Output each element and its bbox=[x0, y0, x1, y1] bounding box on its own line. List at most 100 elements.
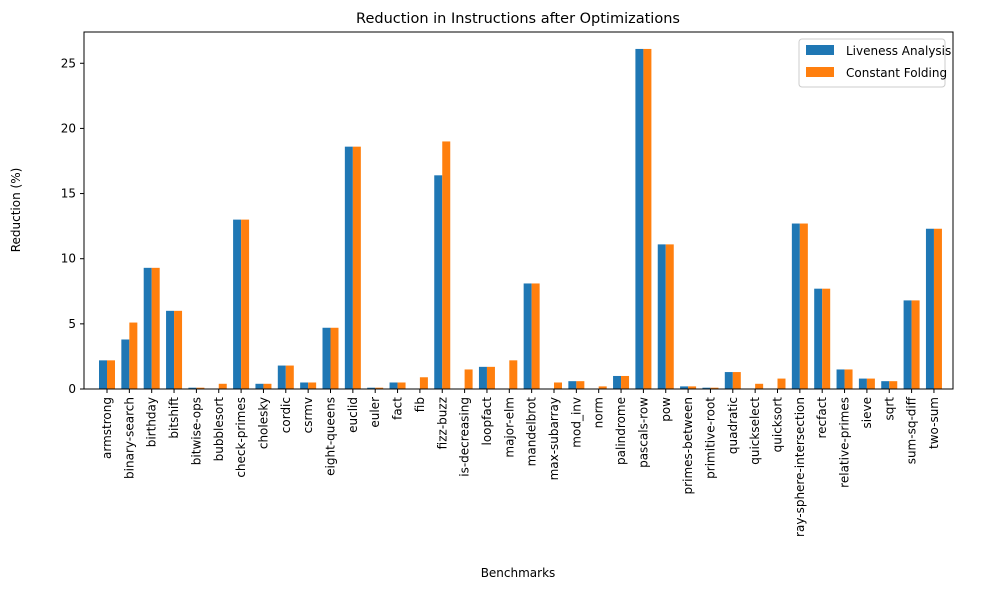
bar-constant-folding-norm bbox=[598, 386, 607, 389]
x-tick-label-sieve: sieve bbox=[860, 397, 874, 428]
x-tick-label-bitshift: bitshift bbox=[167, 397, 181, 439]
x-tick-label-loopfact: loopfact bbox=[480, 397, 494, 446]
x-tick-label-eight-queens: eight-queens bbox=[324, 397, 338, 476]
bar-constant-folding-eight-queens bbox=[330, 327, 339, 389]
bar-constant-folding-mandelbrot bbox=[531, 283, 540, 389]
x-tick-label-max-subarray: max-subarray bbox=[547, 397, 561, 480]
bar-liveness-sum-sq-diff bbox=[903, 300, 912, 389]
x-tick-label-fib: fib bbox=[413, 397, 427, 412]
bar-liveness-fact bbox=[389, 382, 398, 389]
bar-constant-folding-two-sum bbox=[933, 228, 942, 389]
y-tick-label: 20 bbox=[61, 121, 76, 135]
x-tick-label-cholesky: cholesky bbox=[256, 397, 270, 449]
x-tick-label-csrmv: csrmv bbox=[301, 397, 315, 433]
bar-constant-folding-sieve bbox=[866, 378, 875, 389]
x-tick-label-pow: pow bbox=[659, 397, 673, 422]
bar-liveness-fizz-buzz bbox=[434, 175, 443, 389]
x-tick-label-binary-search: binary-search bbox=[122, 397, 136, 479]
x-tick-label-cordic: cordic bbox=[279, 397, 293, 433]
bar-liveness-ray-sphere-intersection bbox=[791, 223, 800, 389]
x-tick-label-primitive-root: primitive-root bbox=[703, 397, 717, 479]
plot-frame bbox=[83, 31, 954, 390]
bar-constant-folding-is-decreasing bbox=[464, 369, 473, 389]
legend-label-constant-folding: Constant Folding bbox=[846, 66, 947, 80]
x-tick-label-sum-sq-diff: sum-sq-diff bbox=[905, 396, 919, 464]
x-axis: armstrong binary-search birthday bitshift bi… bbox=[100, 389, 941, 537]
y-tick-label: 10 bbox=[61, 252, 76, 266]
y-tick-label: 25 bbox=[61, 56, 76, 70]
bar-liveness-cholesky bbox=[255, 383, 264, 389]
x-tick-label-quicksort: quicksort bbox=[771, 397, 785, 453]
bar-constant-folding-euler bbox=[375, 387, 384, 389]
x-tick-label-pascals-row: pascals-row bbox=[636, 397, 650, 468]
bar-constant-folding-cholesky bbox=[263, 383, 272, 389]
x-tick-label-sqrt: sqrt bbox=[882, 397, 896, 421]
bar-liveness-csrmv bbox=[300, 382, 309, 389]
bar-liveness-birthday bbox=[143, 267, 152, 389]
bar-constant-folding-ray-sphere-intersection bbox=[799, 223, 808, 389]
bar-constant-folding-pow bbox=[665, 244, 674, 389]
bar-liveness-cordic bbox=[277, 365, 286, 389]
x-tick-label-relative-primes: relative-primes bbox=[838, 397, 852, 488]
x-tick-label-armstrong: armstrong bbox=[100, 397, 114, 459]
bar-constant-folding-pascals-row bbox=[643, 48, 652, 389]
bar-liveness-mandelbrot bbox=[523, 283, 532, 389]
bar-constant-folding-birthday bbox=[151, 267, 160, 389]
legend: Liveness Analysis Constant Folding bbox=[798, 38, 951, 88]
bar-liveness-armstrong bbox=[99, 360, 107, 389]
y-tick-label: 5 bbox=[68, 317, 76, 331]
bar-constant-folding-relative-primes bbox=[844, 369, 853, 389]
bar-liveness-two-sum bbox=[925, 228, 934, 389]
bar-liveness-bitshift bbox=[166, 310, 175, 389]
bar-constant-folding-armstrong bbox=[107, 360, 115, 389]
x-tick-label-birthday: birthday bbox=[145, 397, 159, 447]
bar-liveness-check-primes bbox=[233, 219, 242, 389]
bar-constant-folding-max-subarray bbox=[554, 382, 562, 389]
bar-liveness-binary-search bbox=[121, 339, 130, 389]
x-tick-label-norm: norm bbox=[592, 397, 606, 428]
legend-swatch-liveness bbox=[806, 45, 834, 55]
x-tick-label-two-sum: two-sum bbox=[927, 397, 941, 449]
bar-constant-folding-recfact bbox=[822, 288, 831, 389]
x-tick-label-mod_inv: mod_inv bbox=[569, 397, 583, 448]
bar-liveness-relative-primes bbox=[836, 369, 845, 389]
bar-constant-folding-binary-search bbox=[129, 322, 138, 389]
x-tick-label-check-primes: check-primes bbox=[234, 397, 248, 478]
x-tick-label-ray-sphere-intersection: ray-sphere-intersection bbox=[793, 397, 807, 537]
bar-liveness-mod_inv bbox=[568, 381, 577, 389]
bar-liveness-sieve bbox=[858, 378, 867, 389]
bar-constant-folding-fib bbox=[419, 377, 428, 389]
x-tick-label-major-elm: major-elm bbox=[502, 397, 516, 458]
x-tick-label-bitwise-ops: bitwise-ops bbox=[189, 397, 203, 465]
x-tick-label-fizz-buzz: fizz-buzz bbox=[435, 397, 449, 449]
bar-liveness-primitive-root bbox=[702, 387, 711, 389]
x-tick-label-quickselect: quickselect bbox=[748, 397, 762, 465]
y-tick-label: 15 bbox=[61, 187, 76, 201]
bar-constant-folding-bubblesort bbox=[218, 383, 227, 389]
x-tick-label-quadratic: quadratic bbox=[726, 397, 740, 454]
y-axis: 0 5 10 15 20 25 bbox=[61, 56, 84, 396]
bar-liveness-bitwise-ops bbox=[188, 387, 197, 389]
bar-liveness-primes-between bbox=[680, 386, 689, 389]
legend-frame bbox=[798, 38, 946, 88]
bar-liveness-quadratic bbox=[724, 372, 733, 389]
x-tick-label-recfact: recfact bbox=[815, 397, 829, 439]
bar-constant-folding-bitwise-ops bbox=[196, 387, 205, 389]
bars-layer bbox=[99, 48, 942, 389]
bar-liveness-pascals-row bbox=[635, 48, 644, 389]
bar-constant-folding-quadratic bbox=[732, 372, 741, 389]
bar-constant-folding-bitshift bbox=[174, 310, 183, 389]
y-tick-label: 0 bbox=[68, 382, 76, 396]
bar-liveness-sqrt bbox=[881, 381, 890, 389]
bar-liveness-recfact bbox=[814, 288, 823, 389]
x-tick-label-euclid: euclid bbox=[346, 397, 360, 433]
bar-constant-folding-csrmv bbox=[308, 382, 317, 389]
x-axis-title: Benchmarks bbox=[481, 566, 556, 580]
bar-constant-folding-primes-between bbox=[688, 386, 697, 389]
bar-constant-folding-mod_inv bbox=[576, 381, 585, 389]
x-tick-label-primes-between: primes-between bbox=[681, 397, 695, 494]
bar-liveness-eight-queens bbox=[322, 327, 331, 389]
bar-constant-folding-fizz-buzz bbox=[442, 141, 451, 389]
x-tick-label-is-decreasing: is-decreasing bbox=[458, 397, 472, 477]
